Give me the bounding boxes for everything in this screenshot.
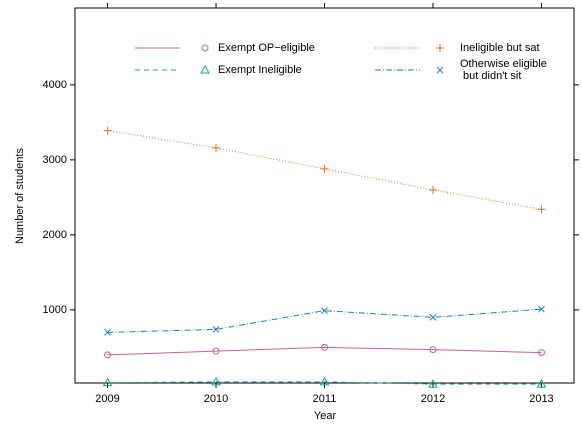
legend-label: Otherwise eligible but didn't sit <box>460 58 547 82</box>
x-tick-label: 2012 <box>421 393 445 405</box>
legend-marker <box>200 64 210 74</box>
legend-label: Ineligible but sat <box>460 42 540 54</box>
marker <box>321 307 328 314</box>
marker <box>536 379 547 388</box>
y-tick-label: 1000 <box>43 304 67 316</box>
series-line <box>107 308 542 333</box>
marker <box>212 143 221 152</box>
marker <box>319 376 330 386</box>
x-tick-label: 2010 <box>204 393 228 405</box>
series-line <box>107 346 542 356</box>
marker <box>429 314 437 321</box>
x-tick-label: 2011 <box>313 393 337 405</box>
marker <box>538 305 545 313</box>
marker <box>104 329 111 336</box>
marker <box>428 185 437 194</box>
x-tick-label: 2009 <box>95 393 119 405</box>
marker <box>320 164 329 173</box>
y-tick-label: 3000 <box>43 154 67 166</box>
marker <box>537 349 545 357</box>
marker <box>212 347 220 355</box>
y-tick-label: 4000 <box>43 79 67 91</box>
y-axis-label: Number of students <box>14 148 26 244</box>
y-tick-label: 2000 <box>43 229 67 241</box>
marker <box>429 346 437 354</box>
marker <box>102 377 113 387</box>
legend-label: Exempt OP−eligible <box>218 42 315 54</box>
legend-marker <box>436 66 444 74</box>
marker <box>537 205 546 214</box>
x-axis-label: Year <box>314 410 337 422</box>
marker <box>321 343 328 351</box>
x-tick-label: 2013 <box>529 393 553 405</box>
marker <box>211 376 221 386</box>
marker <box>212 326 220 333</box>
legend-label: Exempt Ineligible <box>218 64 302 76</box>
marker <box>103 126 112 135</box>
marker <box>104 351 112 359</box>
legend-marker <box>436 44 444 52</box>
legend-marker <box>201 44 209 52</box>
series-line <box>107 381 542 385</box>
marker <box>428 379 438 388</box>
